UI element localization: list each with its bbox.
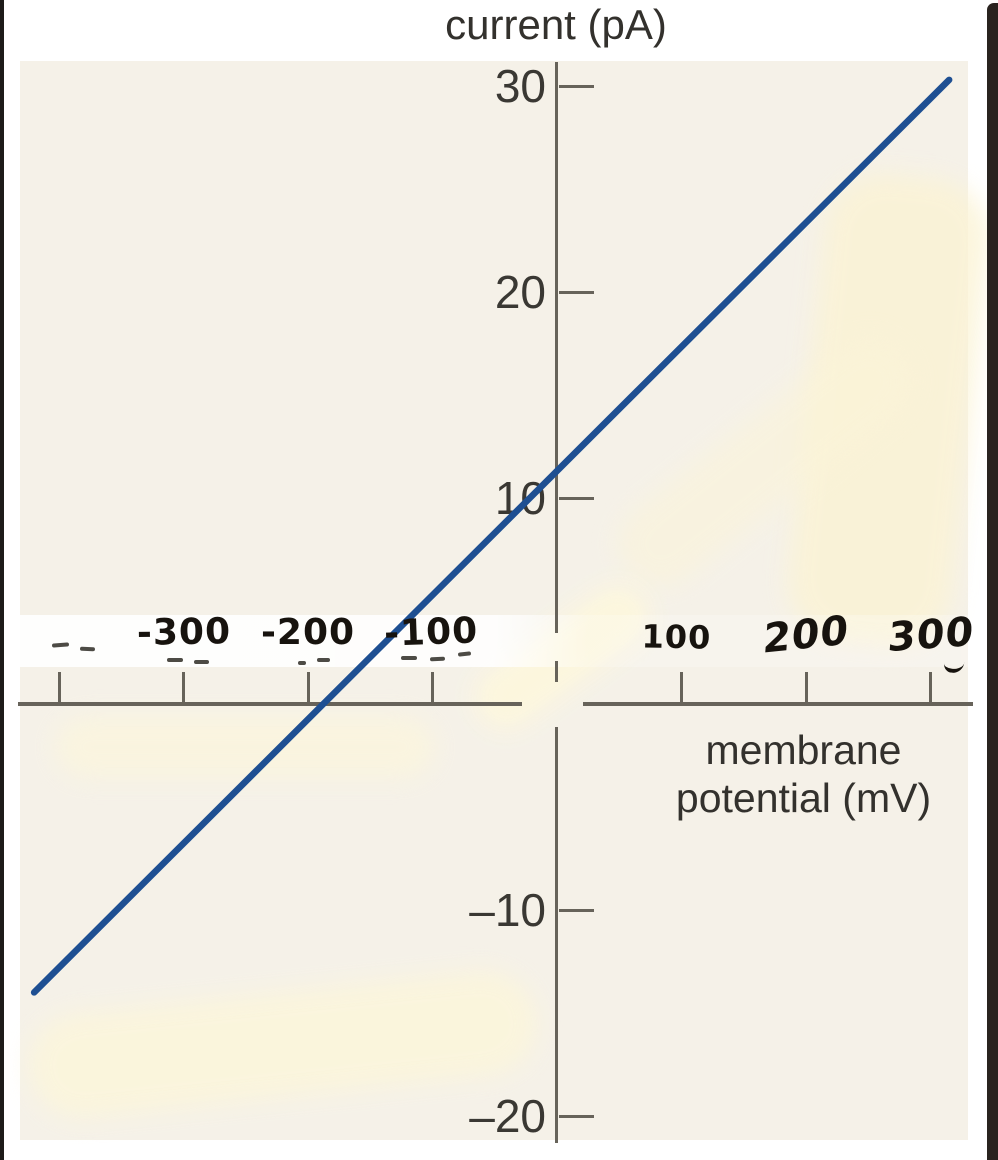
x-axis-title-line2: potential (mV): [675, 775, 932, 821]
y-axis-line: [555, 62, 558, 633]
stray-pen-mark: [429, 656, 446, 662]
x-tick-mark: [57, 672, 61, 703]
y-tick-mark: [559, 1114, 594, 1118]
x-tick-mark: [804, 672, 808, 703]
x-tick-mark: [929, 672, 932, 703]
y-tick-label: –10: [469, 884, 546, 936]
x-tick-label: 300: [885, 608, 976, 662]
frame-right-border: [987, 3, 998, 1160]
x-tick-mark: [680, 672, 683, 703]
highlight-patch: [55, 716, 435, 778]
y-tick-label: 20: [494, 266, 546, 318]
iv-line: [30, 76, 953, 996]
x-axis-line: [18, 702, 522, 706]
y-tick-mark: [559, 84, 594, 88]
y-tick-label: 10: [494, 472, 546, 524]
x-tick-label: 200: [761, 607, 851, 663]
stray-pen-mark: [194, 660, 209, 664]
stray-pen-mark: [298, 661, 306, 665]
y-tick-label: 30: [494, 60, 546, 112]
y-axis-line: [555, 661, 558, 682]
y-tick-mark: [559, 290, 594, 294]
x-tick-label: -200: [260, 612, 356, 653]
x-tick-mark: [306, 672, 310, 703]
y-axis-title: current (pA): [445, 1, 667, 48]
stray-pen-mark: [79, 646, 96, 652]
y-tick-label: –20: [469, 1090, 546, 1142]
y-tick-mark: [559, 496, 594, 500]
stray-pen-mark: [401, 656, 417, 660]
x-axis-title: membrane potential (mV): [636, 726, 971, 822]
x-tick-mark: [431, 672, 434, 703]
x-tick-mark: [182, 672, 185, 703]
y-tick-mark: [559, 908, 594, 912]
x-tick-label: -300: [136, 611, 231, 654]
x-axis-line: [583, 702, 973, 706]
x-tick-label: -100: [382, 610, 479, 655]
stray-pen-mark: [317, 658, 330, 662]
y-axis-line: [555, 727, 558, 1143]
frame-left-border: [0, 0, 4, 1160]
stray-pen-mark: [167, 658, 183, 662]
x-axis-title-line1: membrane: [705, 727, 902, 773]
x-tick-label: 100: [640, 617, 712, 657]
